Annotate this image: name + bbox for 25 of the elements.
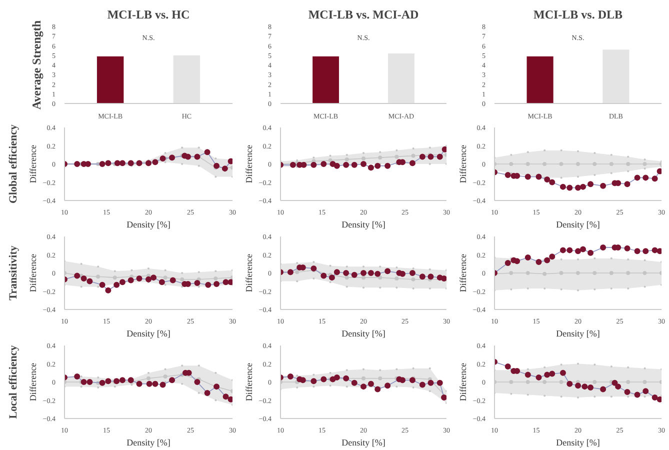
chart-title: MCI-LB vs. MCI-AD	[308, 8, 419, 22]
y-axis-title: Difference	[458, 362, 468, 402]
chart-title: MCI-LB vs. DLB	[533, 8, 623, 22]
text: Global efficiency	[8, 124, 20, 204]
x-axis-title: Density [%]	[342, 328, 386, 338]
x-axis-title: Density [%]	[556, 328, 600, 338]
x-axis-title: Density [%]	[126, 438, 170, 448]
y-axis-title: Difference	[28, 144, 38, 184]
x-axis-title: Density [%]	[342, 438, 386, 448]
y-axis-title: Difference	[458, 254, 468, 292]
chart-title: MCI-LB vs. HC	[107, 8, 190, 22]
x-axis-title: Density [%]	[556, 220, 600, 230]
x-axis-title: Density [%]	[342, 220, 386, 230]
y-axis-title: Difference	[244, 254, 254, 292]
text: Transitivity	[8, 245, 20, 300]
y-axis-title: Average Strength	[30, 20, 44, 110]
text: Local efficiency	[8, 344, 20, 419]
y-axis-title: Difference	[28, 254, 38, 292]
y-axis-title: Difference	[244, 144, 254, 184]
x-axis-title: Density [%]	[556, 438, 600, 448]
x-axis-title: Density [%]	[126, 328, 170, 338]
y-axis-title: Difference	[28, 362, 38, 402]
y-axis-title: Difference	[458, 144, 468, 184]
y-axis-title: Difference	[244, 362, 254, 402]
x-axis-title: Density [%]	[126, 220, 170, 230]
